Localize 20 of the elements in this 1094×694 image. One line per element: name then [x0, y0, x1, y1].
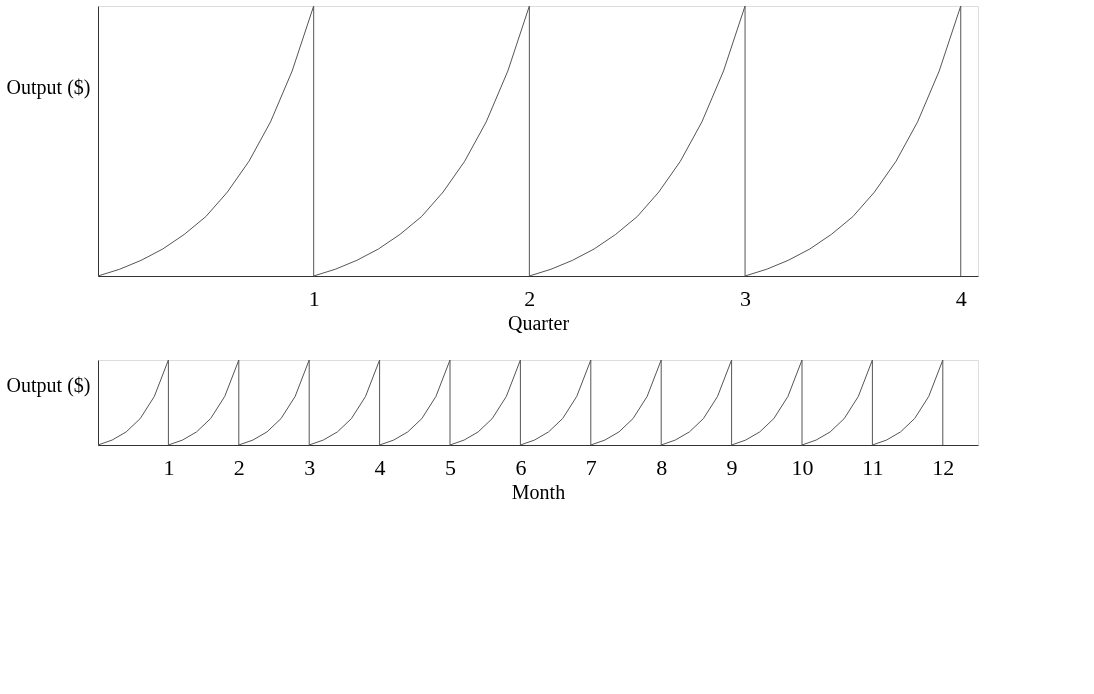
x-tick-label: 4 — [374, 454, 386, 480]
x-tick-label: 2 — [233, 454, 245, 480]
x-tick-label: 9 — [726, 454, 738, 480]
x-axis-title: Month — [511, 480, 566, 503]
y-axis-title: Output ($) — [6, 75, 91, 99]
x-tick-label: 1 — [163, 454, 175, 480]
x-tick-label: 8 — [656, 454, 668, 480]
x-tick-label: 1 — [308, 285, 320, 311]
y-axis-title: Output ($) — [6, 374, 91, 397]
x-tick-label: 10 — [791, 454, 814, 480]
x-tick-label: 2 — [524, 285, 536, 311]
x-tick-label: 11 — [862, 454, 884, 480]
x-tick-label: 5 — [445, 454, 456, 480]
x-tick-label: 7 — [585, 454, 597, 480]
x-tick-label: 3 — [740, 285, 752, 311]
x-axis-title: Quarter — [507, 311, 570, 334]
x-tick-label: 6 — [515, 454, 527, 480]
x-tick-label: 12 — [932, 454, 955, 480]
x-tick-label: 4 — [955, 285, 967, 311]
x-tick-label: 3 — [304, 454, 316, 480]
